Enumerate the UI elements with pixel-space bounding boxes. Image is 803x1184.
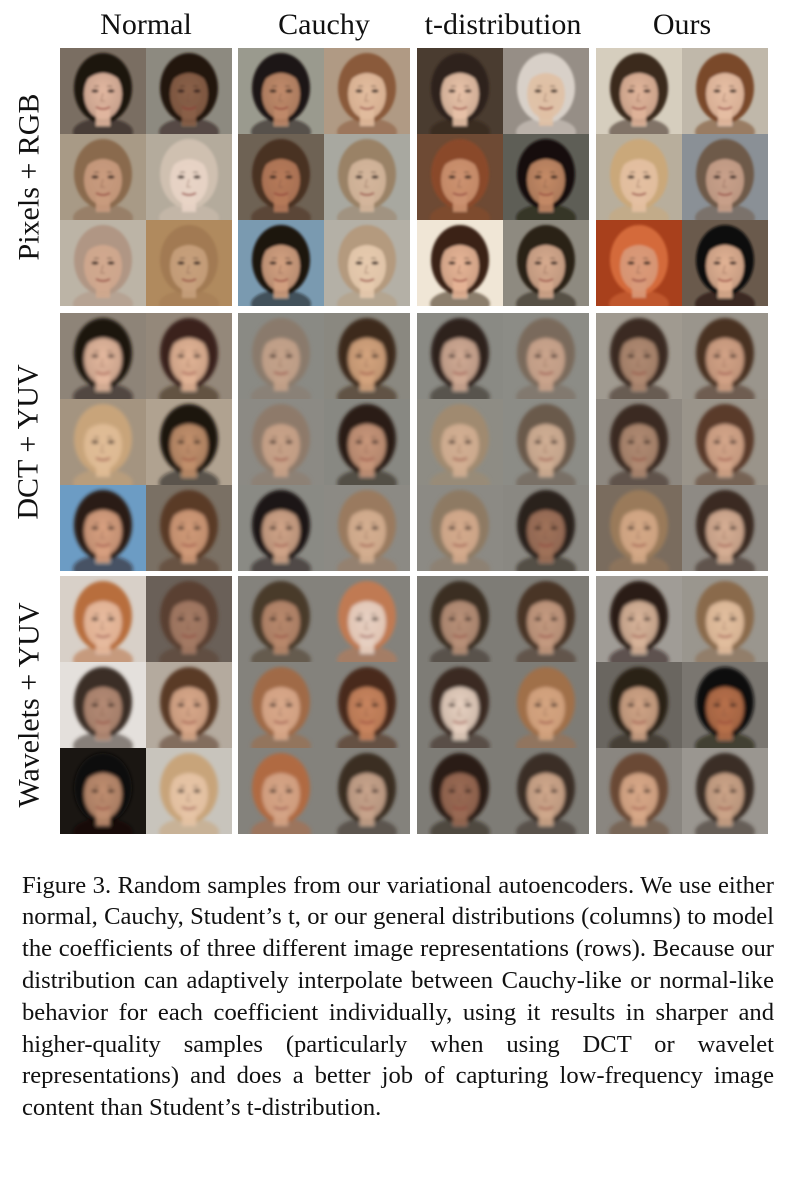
face-sample-image xyxy=(60,134,146,220)
face-sample-image xyxy=(60,48,146,134)
face-sample-image xyxy=(682,220,768,306)
face-sample-image xyxy=(596,220,682,306)
face-sample-image xyxy=(596,576,682,662)
face-sample-image xyxy=(682,48,768,134)
figure-caption: Figure 3. Random samples from our variat… xyxy=(22,870,774,1124)
face-sample-image xyxy=(146,576,232,662)
sample-panel xyxy=(60,48,232,306)
face-sample-image xyxy=(238,313,324,399)
face-sample-image xyxy=(146,313,232,399)
face-sample-image xyxy=(682,399,768,485)
caption-text: Random samples from our variational auto… xyxy=(22,871,774,1122)
face-sample-image xyxy=(146,48,232,134)
face-sample-image xyxy=(596,134,682,220)
face-sample-image xyxy=(60,662,146,748)
face-sample-image xyxy=(238,662,324,748)
row-header-wavelets-yuv: Wavelets + YUV xyxy=(0,576,58,834)
face-sample-image xyxy=(60,313,146,399)
face-sample-image xyxy=(503,220,589,306)
face-sample-image xyxy=(417,134,503,220)
sample-panel xyxy=(238,313,410,571)
face-sample-image xyxy=(417,485,503,571)
face-sample-image xyxy=(503,748,589,834)
face-sample-image xyxy=(503,48,589,134)
face-sample-image xyxy=(324,220,410,306)
face-sample-image xyxy=(417,748,503,834)
face-sample-image xyxy=(324,399,410,485)
row-header-pixels-rgb: Pixels + RGB xyxy=(0,48,58,306)
sample-panel xyxy=(417,576,589,834)
face-sample-image xyxy=(682,134,768,220)
face-sample-image xyxy=(238,576,324,662)
face-sample-image xyxy=(146,485,232,571)
column-header-ours: Ours xyxy=(652,8,712,41)
figure-label: Figure 3. xyxy=(22,871,112,899)
face-sample-image xyxy=(417,48,503,134)
face-sample-image xyxy=(682,485,768,571)
face-sample-image xyxy=(596,748,682,834)
face-sample-image xyxy=(417,662,503,748)
face-sample-image xyxy=(503,313,589,399)
face-sample-image xyxy=(324,134,410,220)
face-sample-image xyxy=(238,485,324,571)
face-sample-image xyxy=(503,134,589,220)
face-sample-image xyxy=(146,220,232,306)
face-sample-image xyxy=(417,313,503,399)
row-header-label: Wavelets + YUV xyxy=(12,602,46,808)
face-sample-image xyxy=(324,313,410,399)
face-sample-image xyxy=(417,399,503,485)
face-sample-image xyxy=(324,485,410,571)
face-sample-image xyxy=(146,748,232,834)
face-sample-image xyxy=(503,485,589,571)
row-header-label: DCT + YUV xyxy=(12,364,46,520)
sample-panel xyxy=(596,48,768,306)
sample-panel xyxy=(60,313,232,571)
face-sample-image xyxy=(682,576,768,662)
face-sample-image xyxy=(238,48,324,134)
sample-panel xyxy=(60,576,232,834)
row-header-dct-yuv: DCT + YUV xyxy=(0,313,58,571)
face-sample-image xyxy=(682,313,768,399)
face-sample-image xyxy=(238,220,324,306)
column-header-normal: Normal xyxy=(100,8,192,41)
sample-panel xyxy=(417,313,589,571)
face-sample-image xyxy=(596,313,682,399)
face-sample-image xyxy=(596,662,682,748)
face-sample-image xyxy=(324,48,410,134)
face-sample-image xyxy=(324,662,410,748)
face-sample-image xyxy=(682,662,768,748)
face-sample-image xyxy=(503,399,589,485)
face-sample-image xyxy=(60,748,146,834)
face-sample-image xyxy=(596,48,682,134)
face-sample-image xyxy=(596,399,682,485)
face-sample-image xyxy=(596,485,682,571)
face-sample-image xyxy=(503,662,589,748)
face-sample-image xyxy=(682,748,768,834)
face-sample-image xyxy=(503,576,589,662)
face-sample-image xyxy=(417,220,503,306)
face-sample-image xyxy=(324,576,410,662)
face-sample-image xyxy=(60,399,146,485)
column-header-cauchy: Cauchy xyxy=(278,8,370,41)
face-sample-image xyxy=(146,399,232,485)
face-sample-image xyxy=(417,576,503,662)
face-sample-image xyxy=(238,134,324,220)
sample-panel xyxy=(238,576,410,834)
face-sample-image xyxy=(146,134,232,220)
face-sample-image xyxy=(238,748,324,834)
sample-panel xyxy=(596,313,768,571)
sample-panel xyxy=(596,576,768,834)
face-sample-image xyxy=(146,662,232,748)
sample-panel xyxy=(417,48,589,306)
column-header-t-distribution: t-distribution xyxy=(424,8,582,41)
sample-panel xyxy=(238,48,410,306)
face-sample-image xyxy=(238,399,324,485)
face-sample-image xyxy=(60,485,146,571)
face-sample-image xyxy=(60,220,146,306)
row-header-label: Pixels + RGB xyxy=(12,93,46,261)
face-sample-image xyxy=(60,576,146,662)
face-sample-image xyxy=(324,748,410,834)
